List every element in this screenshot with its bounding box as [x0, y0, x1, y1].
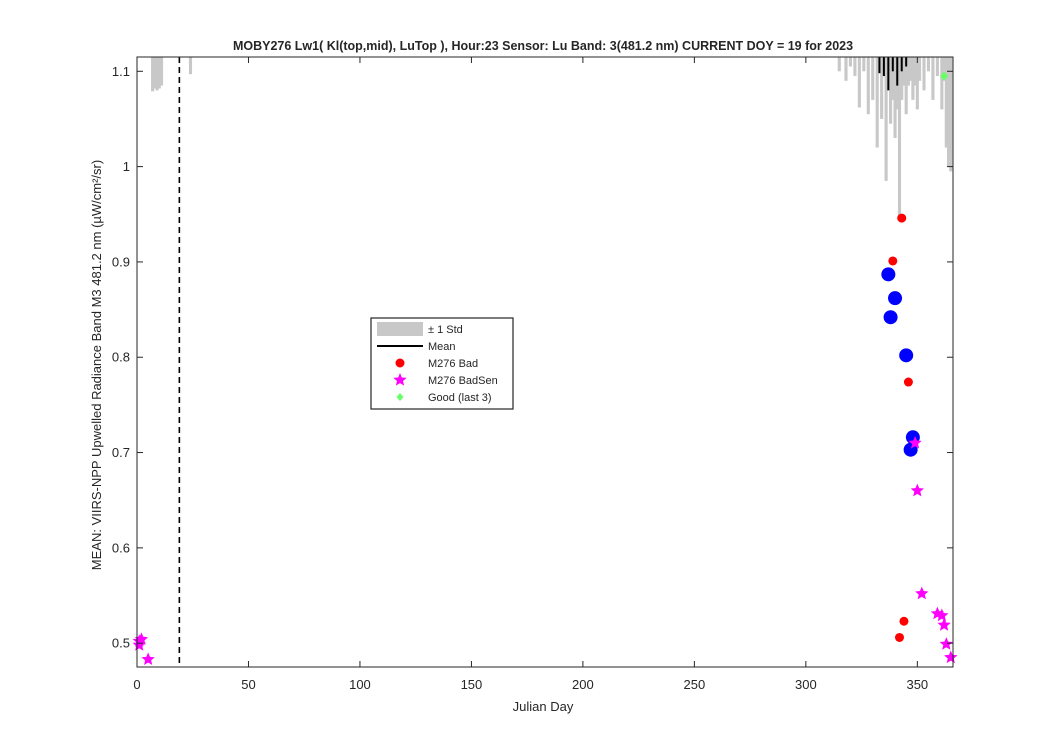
axes-layer: 0 50 100 150 200 250 300 350 0.5 0.6 0.7 0.8 0.9 1 1.1: [112, 56, 954, 692]
x-tick-label: 200: [572, 677, 594, 692]
legend-label: M276 BadSen: [428, 375, 498, 387]
legend-label: Good (last 3): [428, 392, 492, 404]
std-band-spike: [909, 57, 913, 81]
data-point: [910, 483, 924, 497]
data-point: [888, 291, 903, 306]
data-point: [939, 637, 953, 650]
data-point: [915, 586, 929, 600]
y-tick-label: 0.6: [112, 540, 130, 555]
data-point: [894, 632, 904, 642]
y-tick-label: 0.5: [112, 636, 130, 651]
legend: ± 1 Std Mean M276 Bad M276 BadSen Good (last…: [370, 317, 514, 410]
series-group: [940, 71, 949, 81]
std-band-spike: [940, 57, 944, 110]
data-point: [899, 348, 914, 363]
std-band-spike: [893, 57, 897, 139]
y-tick-label: 0.8: [112, 350, 130, 365]
std-band-spike: [915, 57, 919, 110]
x-axis-label: Julian Day: [513, 699, 574, 714]
std-band-spike: [880, 57, 884, 119]
data-point: [899, 616, 909, 626]
y-tick-label: 1: [123, 159, 130, 174]
std-band-spike: [949, 57, 953, 172]
std-band-spike: [875, 57, 879, 148]
legend-label: M276 Bad: [428, 358, 478, 370]
y-tick-label: 0.9: [112, 254, 130, 269]
data-point: [881, 267, 896, 282]
std-band-spike: [871, 57, 875, 100]
std-band-spike: [889, 57, 893, 124]
legend-label: ± 1 Std: [428, 324, 463, 336]
chart-title: MOBY276 Lw1( Kl(top,mid), LuTop ), Hour:…: [233, 39, 853, 53]
std-band-spike: [897, 57, 902, 220]
std-band-spike: [848, 57, 853, 67]
std-band-spike: [902, 57, 906, 86]
data-point: [944, 650, 958, 664]
x-tick-label: 250: [684, 677, 706, 692]
std-band-spike: [188, 57, 193, 75]
y-tick-label: 1.1: [112, 64, 130, 79]
y-tick-label: 0.7: [112, 445, 130, 460]
legend-swatch-bad: [395, 358, 405, 368]
data-point: [141, 652, 155, 666]
std-band-spike: [913, 57, 917, 86]
std-band-spike: [155, 57, 159, 91]
std-band-spike: [853, 57, 857, 77]
std-band-spike: [935, 57, 939, 77]
data-point: [888, 256, 898, 266]
std-band-spike: [946, 57, 951, 167]
std-band-spike: [900, 57, 904, 100]
legend-label: Mean: [428, 341, 456, 353]
plot-layer: [132, 57, 958, 667]
std-band-spike: [931, 57, 935, 100]
data-point: [883, 310, 898, 325]
series-group: [888, 213, 913, 642]
std-band-spike: [911, 57, 915, 100]
std-band-spike: [862, 57, 866, 72]
x-tick-label: 150: [461, 677, 483, 692]
std-band-spike: [926, 57, 931, 72]
plot-area: [151, 57, 953, 667]
std-band-spike: [157, 57, 161, 89]
legend-swatch-std: [377, 322, 423, 336]
data-point: [937, 618, 951, 631]
std-band-spike: [917, 57, 922, 81]
std-band-spike: [844, 57, 848, 81]
std-band-spike: [944, 57, 948, 148]
data-point: [903, 377, 913, 387]
axes-box: [136, 56, 954, 668]
std-band-spike: [837, 57, 841, 72]
legend-swatch-good: [396, 393, 404, 401]
std-band-spike: [884, 57, 888, 181]
data-point: [935, 608, 949, 622]
std-band-spike: [942, 57, 946, 81]
series-group: [132, 436, 958, 666]
data-point: [132, 638, 146, 651]
x-tick-label: 100: [349, 677, 371, 692]
std-band-spike: [153, 57, 157, 89]
std-band-spike: [857, 57, 861, 108]
data-point: [940, 71, 949, 81]
data-point: [908, 436, 922, 449]
std-band-spike: [922, 57, 926, 91]
std-band-spike: [159, 57, 164, 86]
std-band-spike: [906, 57, 910, 86]
legend-swatch-badsen: [393, 373, 407, 386]
std-band-spike: [866, 57, 870, 115]
x-tick-label: 0: [133, 677, 140, 692]
std-band-spike: [904, 57, 908, 115]
y-axis-label: MEAN: VIIRS-NPP Upwelled Radiance Band M…: [89, 160, 104, 570]
data-point: [897, 213, 907, 223]
x-tick-label: 350: [906, 677, 928, 692]
std-band-spike: [151, 57, 155, 92]
x-tick-label: 50: [241, 677, 255, 692]
x-tick-label: 300: [795, 677, 817, 692]
std-band-spike: [891, 57, 895, 100]
